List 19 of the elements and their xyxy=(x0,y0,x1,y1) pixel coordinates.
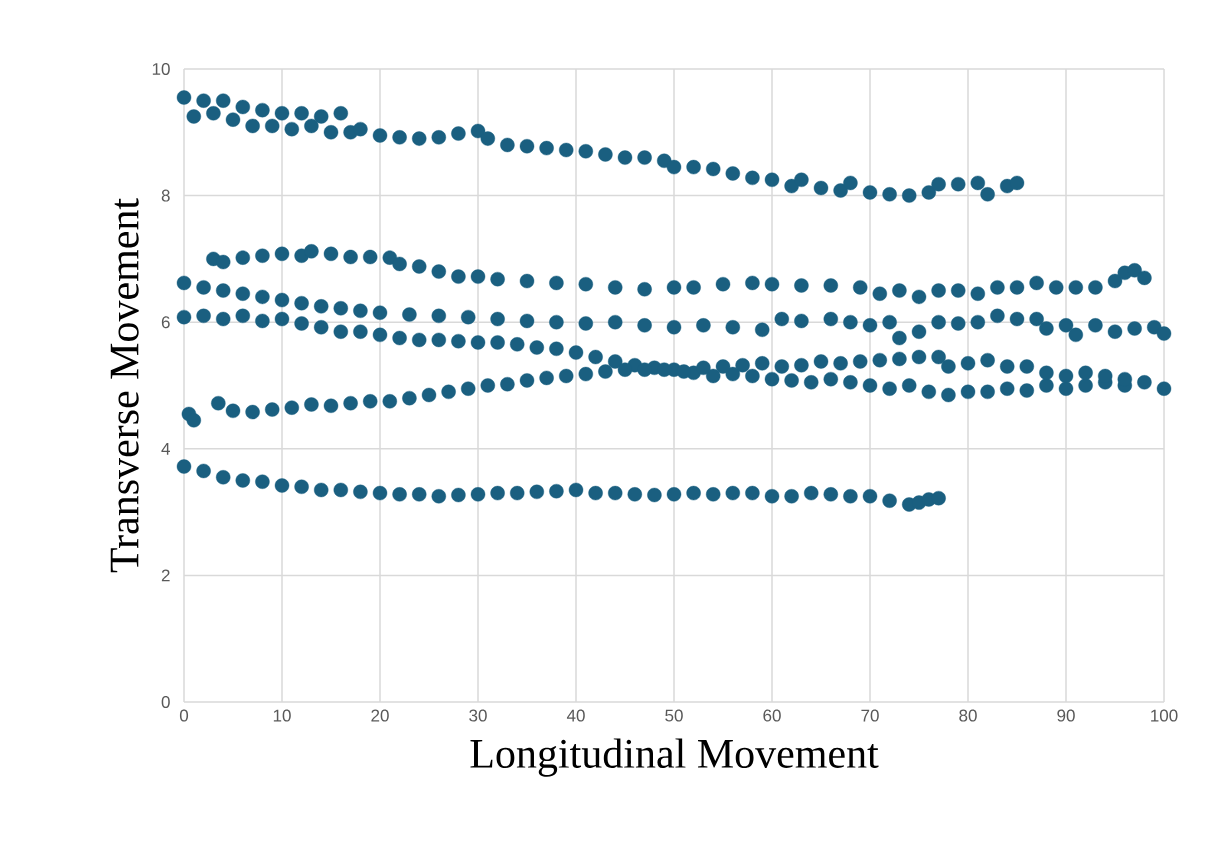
x-tick-label: 70 xyxy=(861,709,879,722)
y-tick-label: 2 xyxy=(161,569,170,582)
y-tick-label: 8 xyxy=(161,189,170,202)
x-axis-title: Longitudinal Movement xyxy=(470,738,879,777)
x-tick-label: 60 xyxy=(763,709,781,722)
x-tick-label: 50 xyxy=(665,709,683,722)
x-tick-label: 10 xyxy=(273,709,291,722)
x-tick-label: 100 xyxy=(1151,709,1178,722)
x-tick-label: 40 xyxy=(566,709,585,722)
y-tick-label: 4 xyxy=(161,442,170,455)
y-tick-label: 0 xyxy=(161,695,170,709)
y-axis-title: Transverse Movement xyxy=(110,198,139,573)
y-tick-label: 10 xyxy=(152,62,170,76)
x-tick-label: 80 xyxy=(959,709,977,722)
y-tick-label: 6 xyxy=(161,316,170,329)
x-tick-label: 30 xyxy=(469,709,487,722)
x-tick-label: 90 xyxy=(1057,709,1075,722)
x-tick-label: 20 xyxy=(371,709,389,722)
x-tick-label: 0 xyxy=(179,709,189,722)
